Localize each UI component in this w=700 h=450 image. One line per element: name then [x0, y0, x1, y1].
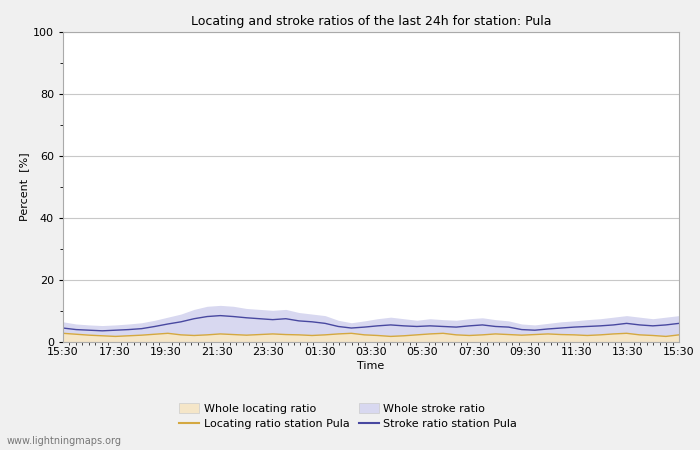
Y-axis label: Percent  [%]: Percent [%] — [19, 153, 29, 221]
X-axis label: Time: Time — [358, 361, 384, 371]
Title: Locating and stroke ratios of the last 24h for station: Pula: Locating and stroke ratios of the last 2… — [190, 14, 552, 27]
Legend: Whole locating ratio, Locating ratio station Pula, Whole stroke ratio, Stroke ra: Whole locating ratio, Locating ratio sta… — [179, 404, 517, 429]
Text: www.lightningmaps.org: www.lightningmaps.org — [7, 436, 122, 446]
